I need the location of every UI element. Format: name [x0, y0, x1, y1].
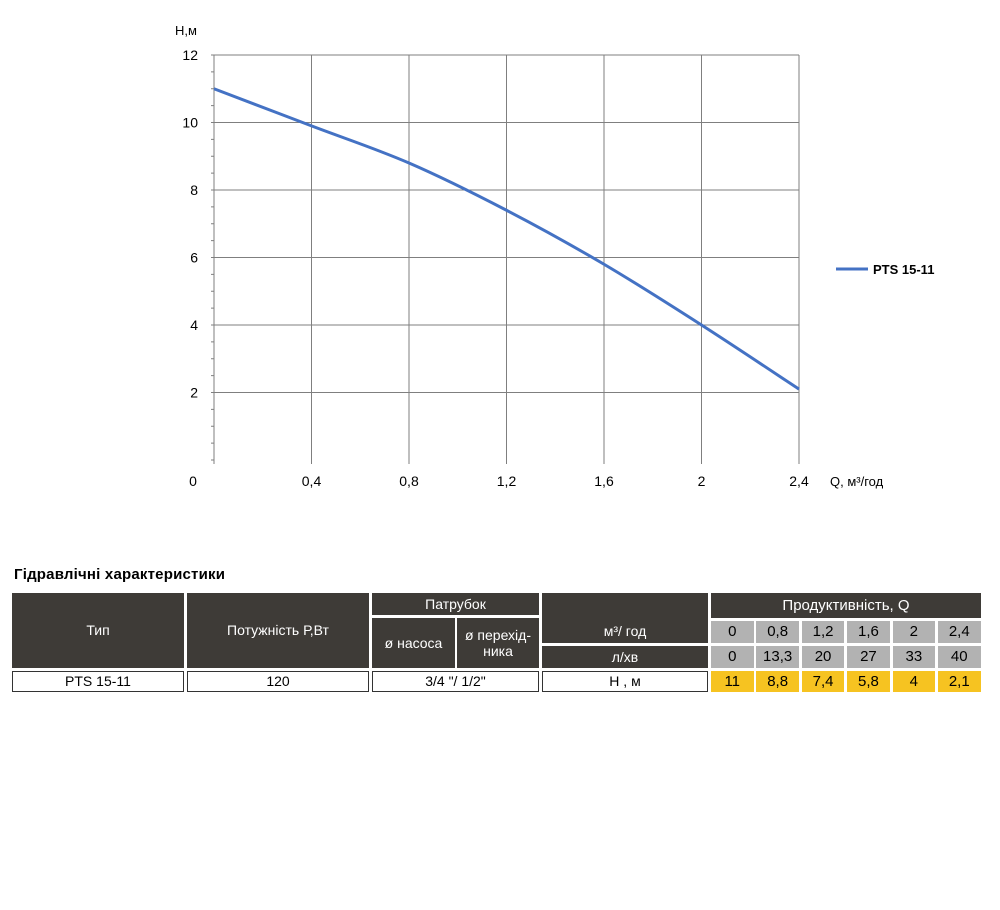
header-pump-diameter: ø насоса — [372, 618, 455, 668]
y-tick-label: 2 — [190, 385, 198, 401]
x-tick-label: 0,8 — [399, 473, 419, 489]
chart-axes — [211, 54, 800, 464]
flow-m3h-cell: 1,2 — [801, 621, 845, 643]
flow-m3h-cell: 0 — [711, 621, 754, 643]
y-axis-label: Н,м — [175, 23, 197, 38]
legend-label: PTS 15-11 — [873, 262, 934, 277]
row-power: 120 — [187, 671, 369, 692]
header-type: Тип — [12, 593, 184, 668]
y-tick-label: 4 — [190, 317, 198, 333]
flow-m3h-cell: 1,6 — [847, 621, 890, 643]
x-tick-label: 2 — [698, 473, 706, 489]
x-tick-label: 1,2 — [497, 473, 517, 489]
flow-lmin-cell: 40 — [938, 646, 981, 668]
unit-lmin: л/хв — [542, 646, 708, 668]
head-value-cell: 4 — [892, 671, 936, 692]
flow-lmin-cell: 0 — [711, 646, 754, 668]
header-adapter-diameter: ø перехід- ника — [457, 618, 539, 668]
x-tick-label: 2,4 — [789, 473, 809, 489]
x-tick-label: 1,6 — [594, 473, 614, 489]
x-tick-label: 0,4 — [302, 473, 322, 489]
flow-lmin-cell: 20 — [801, 646, 845, 668]
head-value-cell: 11 — [711, 671, 754, 692]
chart-grid — [214, 54, 800, 460]
series-line-pts-15-11 — [213, 87, 800, 391]
flow-lmin-cell: 33 — [892, 646, 936, 668]
y-tick-label: 10 — [182, 115, 198, 131]
x-axis-label: Q, м³/год — [830, 474, 884, 489]
y-tick-label: 12 — [182, 47, 198, 63]
head-value-cell: 5,8 — [847, 671, 890, 692]
flow-m3h-cell: 2 — [892, 621, 936, 643]
flow-lmin-cell: 13,3 — [756, 646, 799, 668]
flow-lmin-cell: 27 — [847, 646, 890, 668]
y-tick-label: 6 — [190, 250, 198, 266]
header-power: Потужність Р,Вт — [187, 593, 369, 668]
x-tick-label: 0 — [189, 473, 197, 489]
table-title: Гідравлічні характеристики — [14, 566, 226, 583]
header-flow: Продуктивність, Q — [711, 593, 981, 618]
head-value-cell: 2,1 — [938, 671, 981, 692]
row-head-label: Н , м — [542, 671, 708, 692]
head-value-cell: 8,8 — [756, 671, 799, 692]
header-fitting: Патрубок — [372, 593, 539, 615]
chart-tick-labels: 2 4 6 8 10 12 0 0,4 0,8 1,2 1,6 2 2,4 — [182, 47, 809, 489]
head-value-cell: 7,4 — [801, 671, 845, 692]
y-tick-label: 8 — [190, 182, 198, 198]
header-units-blank — [542, 593, 708, 643]
flow-m3h-cell: 0,8 — [756, 621, 799, 643]
unit-m3h: м³/ год — [603, 623, 647, 640]
row-fitting: 3/4 "/ 1/2" — [372, 671, 539, 692]
flow-m3h-cell: 2,4 — [938, 621, 981, 643]
row-type: PTS 15-11 — [12, 671, 184, 692]
